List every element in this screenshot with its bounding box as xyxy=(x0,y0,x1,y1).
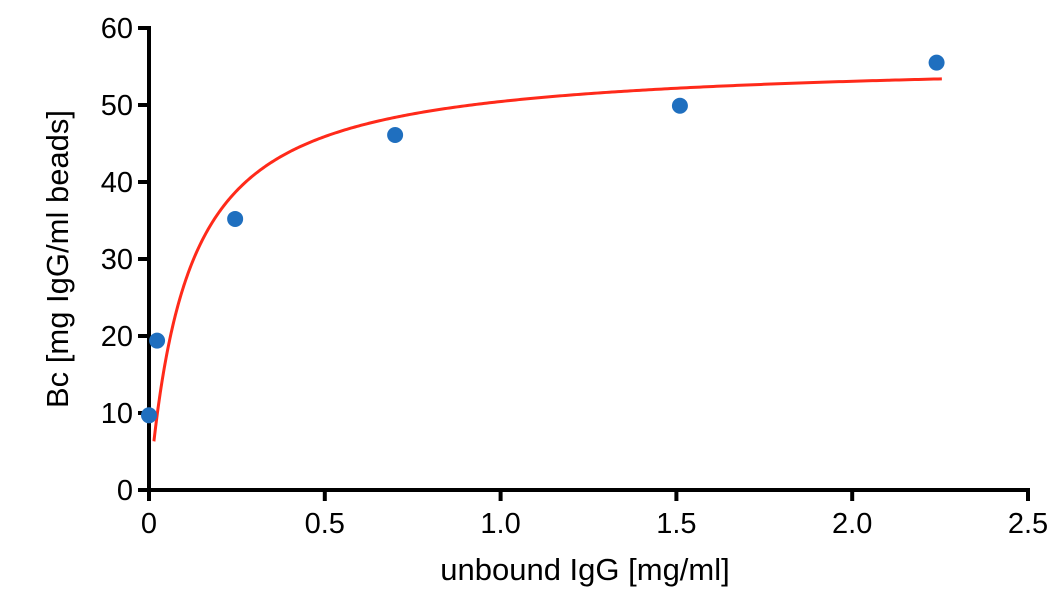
x-tick-label: 0 xyxy=(141,508,157,540)
y-axis-label: Bc [mg IgG/ml beads] xyxy=(40,110,75,408)
y-tick-label: 20 xyxy=(101,321,133,353)
data-point xyxy=(141,407,157,424)
x-tick-label: 2.5 xyxy=(1008,508,1048,540)
data-point xyxy=(671,97,688,114)
data-point xyxy=(149,332,166,349)
y-tick-label: 0 xyxy=(117,475,133,507)
x-axis-label: unbound IgG [mg/ml] xyxy=(440,552,730,587)
x-tick-label: 2.0 xyxy=(832,508,872,540)
y-tick-label: 50 xyxy=(101,90,133,122)
axes: 0 10 20 30 40 50 60 0 0.5 1.0 1.5 2.0 2.5 xyxy=(101,13,1048,540)
y-tick-label: 40 xyxy=(101,167,133,199)
data-point xyxy=(387,127,404,144)
data-point xyxy=(928,54,945,71)
y-tick-label: 30 xyxy=(101,244,133,276)
fit-curve-layer xyxy=(152,77,942,442)
x-tick-label: 1.5 xyxy=(656,508,696,540)
y-tick-label: 60 xyxy=(101,13,133,45)
x-tick-label: 0.5 xyxy=(305,508,345,540)
data-points-layer xyxy=(141,54,945,424)
y-tick-label: 10 xyxy=(101,398,133,430)
fit-curve xyxy=(152,77,942,442)
data-point xyxy=(227,210,244,227)
x-tick-label: 1.0 xyxy=(480,508,520,540)
